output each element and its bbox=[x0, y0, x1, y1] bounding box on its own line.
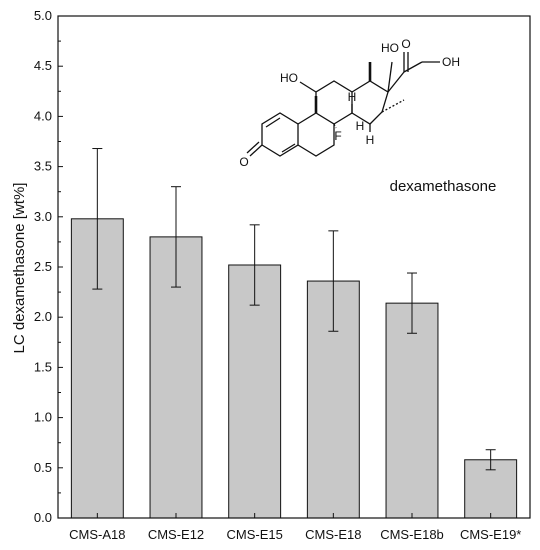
y-axis-label: LC dexamethasone [wt%] bbox=[11, 183, 28, 354]
x-axis-tick-labels: CMS-A18 CMS-E12 CMS-E15 CMS-E18 CMS-E18b CMS-… bbox=[69, 513, 521, 542]
atom-O-dienone: O bbox=[239, 155, 248, 169]
plot-frame bbox=[57, 15, 531, 519]
y-tick-label: 4.0 bbox=[34, 108, 52, 123]
error-bar bbox=[328, 230, 339, 332]
bar-cms-a18 bbox=[70, 218, 124, 519]
y-tick-label: 2.5 bbox=[34, 259, 52, 274]
x-tick-label: CMS-E19* bbox=[460, 527, 521, 542]
y-tick-label: 1.0 bbox=[34, 410, 52, 425]
x-tick-label: CMS-E18b bbox=[380, 527, 444, 542]
atom-H-2: H bbox=[366, 133, 375, 147]
atom-OH: OH bbox=[442, 55, 460, 69]
dexamethasone-structure bbox=[246, 52, 440, 157]
y-tick-label: 3.0 bbox=[34, 209, 52, 224]
atom-HO-2: HO bbox=[381, 41, 399, 55]
error-bar bbox=[407, 272, 417, 334]
y-tick-label: 4.5 bbox=[34, 58, 52, 73]
x-tick-label: CMS-E12 bbox=[148, 527, 204, 542]
error-bar bbox=[92, 148, 103, 290]
error-bar bbox=[249, 224, 260, 306]
y-tick-label: 0.0 bbox=[34, 510, 52, 525]
y-tick-label: 1.5 bbox=[34, 359, 52, 374]
atom-H-3: H bbox=[356, 119, 365, 133]
atom-HO-1: HO bbox=[280, 71, 298, 85]
error-bar bbox=[485, 449, 496, 471]
error-bars bbox=[92, 148, 496, 471]
x-tick-label: CMS-E18 bbox=[305, 527, 361, 542]
y-axis-ticks: 0.0 0.5 1.0 1.5 2.0 2.5 3.0 3.5 4.0 4.5 5.0 bbox=[34, 8, 63, 525]
atom-H-1: H bbox=[348, 90, 357, 104]
y-tick-label: 0.5 bbox=[34, 460, 52, 475]
error-bar bbox=[171, 186, 181, 288]
atom-F: F bbox=[334, 129, 341, 143]
structure-name: dexamethasone bbox=[390, 178, 497, 195]
y-tick-label: 2.0 bbox=[34, 309, 52, 324]
y-tick-label: 3.5 bbox=[34, 159, 52, 174]
bar-cms-e18b bbox=[385, 302, 439, 519]
atom-O-ketone: O bbox=[401, 37, 410, 51]
x-tick-label: CMS-E15 bbox=[226, 527, 282, 542]
x-tick-label: CMS-A18 bbox=[69, 527, 125, 542]
y-tick-label: 5.0 bbox=[34, 8, 52, 23]
bars bbox=[70, 218, 518, 519]
